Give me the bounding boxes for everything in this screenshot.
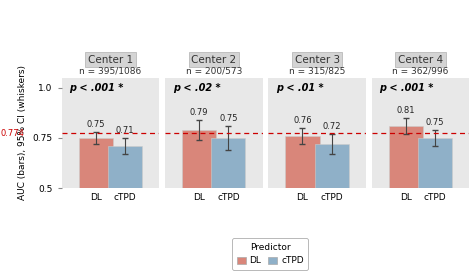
Text: n = 362/996: n = 362/996	[392, 66, 449, 75]
Legend: DL, cTPD: DL, cTPD	[232, 238, 308, 270]
Text: n = 395/1086: n = 395/1086	[79, 66, 142, 75]
Bar	[108, 146, 142, 188]
Bar	[315, 144, 349, 188]
Text: p < .001 *: p < .001 *	[69, 83, 124, 93]
Text: 0.75: 0.75	[86, 120, 105, 129]
Bar	[418, 138, 452, 188]
Text: n = 200/573: n = 200/573	[185, 66, 242, 75]
Y-axis label: AUC (bars), 95% CI (whiskers): AUC (bars), 95% CI (whiskers)	[18, 65, 27, 201]
Bar	[285, 136, 319, 188]
Text: p < .01 *: p < .01 *	[276, 83, 324, 93]
Text: Center 3: Center 3	[294, 55, 340, 65]
Text: p < .02 *: p < .02 *	[173, 83, 220, 93]
Text: 0.75: 0.75	[219, 114, 237, 123]
Text: n = 315/825: n = 315/825	[289, 66, 346, 75]
Text: Center 4: Center 4	[398, 55, 443, 65]
Text: 0.774: 0.774	[0, 129, 25, 138]
Bar	[79, 138, 113, 188]
Bar	[211, 138, 246, 188]
Text: 0.76: 0.76	[293, 116, 312, 125]
Text: 0.75: 0.75	[426, 118, 445, 127]
Text: 0.72: 0.72	[322, 122, 341, 131]
Text: 0.79: 0.79	[190, 108, 209, 117]
Bar	[182, 130, 216, 188]
Bar	[389, 126, 423, 188]
Text: Center 1: Center 1	[88, 55, 133, 65]
Text: Center 2: Center 2	[191, 55, 237, 65]
Text: 0.81: 0.81	[397, 106, 415, 115]
Text: 0.71: 0.71	[116, 126, 134, 135]
Text: p < .001 *: p < .001 *	[380, 83, 434, 93]
